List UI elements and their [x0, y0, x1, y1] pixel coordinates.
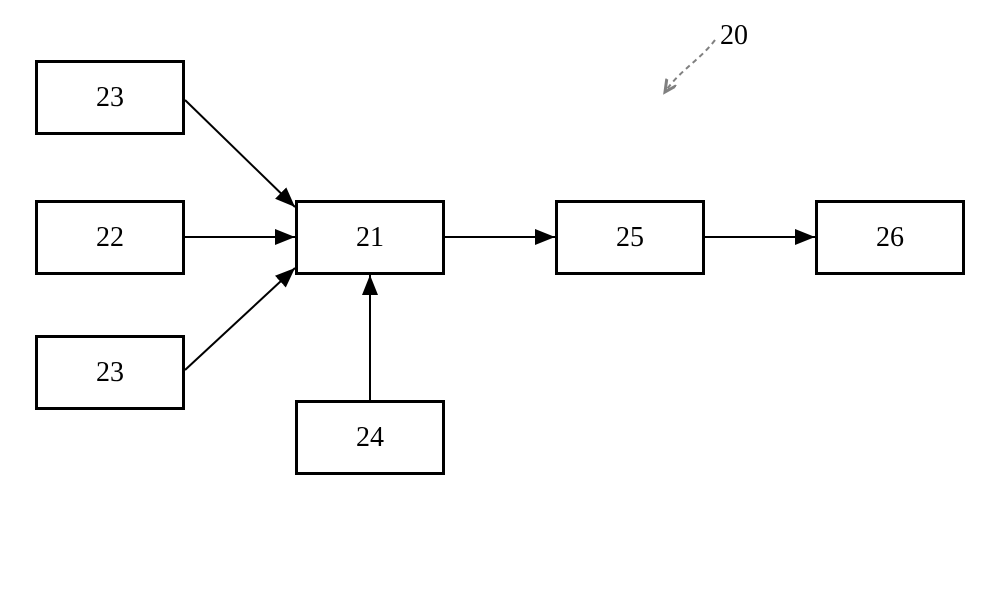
- node-label: 23: [96, 82, 124, 114]
- node-n23b: 23: [35, 335, 185, 410]
- node-label: 22: [96, 222, 124, 254]
- node-n22: 22: [35, 200, 185, 275]
- node-label: 26: [876, 222, 904, 254]
- system-label: 20: [720, 20, 748, 52]
- node-n25: 25: [555, 200, 705, 275]
- edge-n23b-n21: [185, 268, 295, 370]
- node-n21: 21: [295, 200, 445, 275]
- node-label: 24: [356, 422, 384, 454]
- node-n23a: 23: [35, 60, 185, 135]
- node-label: 21: [356, 222, 384, 254]
- node-n24: 24: [295, 400, 445, 475]
- node-label: 25: [616, 222, 644, 254]
- edge-n23a-n21: [185, 100, 295, 207]
- system-label-text: 20: [720, 20, 748, 51]
- node-label: 23: [96, 357, 124, 389]
- node-n26: 26: [815, 200, 965, 275]
